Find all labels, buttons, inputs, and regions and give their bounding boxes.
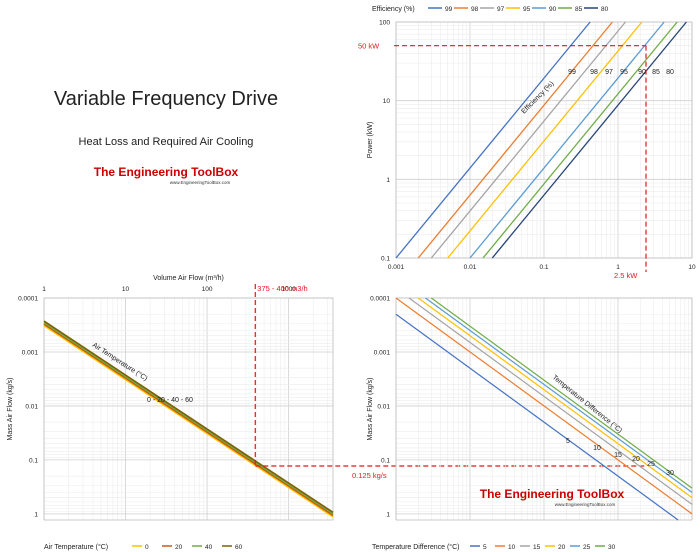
series-line-eff-85 (482, 21, 678, 259)
legend-label-td-20: 20 (558, 544, 566, 551)
series-line-eff-95 (447, 21, 643, 259)
y-axis-label-td: Mass Air Flow (kg/s) (367, 377, 374, 440)
legend-label-eff-85: 85 (575, 6, 583, 13)
curve-label-eff-90: 90 (638, 69, 646, 76)
x-tick-eff: 0.01 (464, 264, 477, 271)
curve-title-td: Temperature Difference (°C) (551, 373, 624, 434)
curve-label-eff-95: 95 (620, 69, 628, 76)
series-line-td-10 (395, 297, 693, 515)
y-tick-td: 0.001 (374, 349, 391, 356)
legend-label-air-40: 40 (205, 544, 213, 551)
legend-label-eff-90: 90 (549, 6, 557, 13)
curve-label-air: 0 - 20 - 40 - 60 (147, 397, 193, 404)
y-tick-td: 0.0001 (370, 296, 390, 303)
logo-url-2: www.EngineeringToolBox.com (555, 502, 616, 507)
y-tick-air: 0.0001 (18, 296, 38, 303)
y-tick-air: 0.001 (22, 349, 39, 356)
x-tick-air: 1 (42, 286, 46, 293)
engineering-toolbox-logo-2: The Engineering ToolBox www.EngineeringT… (480, 487, 625, 507)
series-line-eff-99 (395, 21, 591, 259)
y-axis-label-eff: Power (kW) (367, 122, 374, 159)
legend-label-eff-99: 99 (445, 6, 453, 13)
annotation-flow-label: 375 - 400 m3/h (257, 284, 307, 293)
legend-label-eff-98: 98 (471, 6, 479, 13)
logo-text: The Engineering ToolBox (94, 165, 239, 179)
x-tick-eff: 10 (688, 264, 696, 271)
x-tick-air: 100 (202, 286, 213, 293)
series-line-air-0 (43, 324, 334, 518)
x-tick-air: 10 (122, 286, 130, 293)
series-line-air-40 (43, 321, 334, 515)
logo-text-2: The Engineering ToolBox (480, 487, 625, 501)
legend-label-eff-80: 80 (601, 6, 609, 13)
curve-label-eff-98: 98 (590, 69, 598, 76)
efficiency-chart: Efficiency (%) 99 98 97 95 90 85 80 0.001 0.01 0.1… (358, 6, 696, 280)
curve-label-eff-80: 80 (666, 69, 674, 76)
legend-label-eff-97: 97 (497, 6, 505, 13)
series-line-eff-80 (491, 21, 687, 259)
curve-label-eff-97: 97 (605, 69, 613, 76)
plot-frame-td (395, 297, 693, 521)
plot-frame-air (43, 297, 334, 521)
y-tick-eff: 10 (383, 98, 391, 105)
legend-label-air-60: 60 (235, 544, 243, 551)
series-line-air-20 (43, 323, 334, 517)
legend-title: Efficiency (%) (372, 6, 415, 13)
curve-label-td-10: 10 (593, 445, 601, 452)
x-tick-eff: 0.001 (388, 264, 405, 271)
legend-title-td: Temperature Difference (°C) (372, 543, 459, 551)
series-line-td-25 (425, 297, 693, 493)
legend-label-td-15: 15 (533, 544, 541, 551)
annotation-power-label: 50 kW (358, 42, 380, 51)
legend-label-td-25: 25 (583, 544, 591, 551)
legend-label-td-5: 5 (483, 544, 487, 551)
air-temperature-chart: Volume Air Flow (m³/h)1 10 100 10000.00010.… (7, 275, 646, 551)
x-tick-eff: 1 (616, 264, 620, 271)
series-line-td-15 (408, 297, 693, 505)
x-tick-eff: 0.1 (539, 264, 548, 271)
y-tick-eff: 100 (379, 20, 390, 27)
legend-title-air: Air Temperature (°C) (44, 543, 108, 551)
y-tick-air: 0.01 (25, 403, 38, 410)
curve-label-td-25: 25 (647, 461, 655, 468)
legend-label-td-30: 30 (608, 544, 616, 551)
y-axis-label-air: Mass Air Flow (kg/s) (7, 377, 14, 440)
legend-label-td-10: 10 (508, 544, 516, 551)
page-subtitle: Heat Loss and Required Air Cooling (79, 136, 254, 148)
series-line-eff-98 (417, 21, 613, 259)
y-tick-eff: 0.1 (381, 256, 390, 263)
x-tick-air: 1000 (281, 286, 296, 293)
series-line-td-20 (417, 297, 693, 499)
curve-label-eff-99: 99 (568, 69, 576, 76)
curve-label-td-30: 30 (666, 470, 674, 477)
series-line-air-60 (43, 320, 334, 514)
legend-label-air-0: 0 (145, 544, 149, 551)
engineering-toolbox-logo: The Engineering ToolBox www.EngineeringT… (94, 165, 239, 185)
y-tick-td: 0.1 (381, 457, 390, 464)
x-axis-label-air: Volume Air Flow (m³/h) (153, 275, 224, 282)
legend-label-eff-95: 95 (523, 6, 531, 13)
series-line-td-5 (395, 313, 679, 521)
series-line-eff-90 (469, 21, 665, 259)
temperature-difference-chart: 0.0001 0.001 0.01 0.1 1 Mass Air Flow (kg/s) T… (352, 296, 693, 551)
series-line-eff-97 (430, 21, 626, 259)
y-tick-eff: 1 (386, 177, 390, 184)
curve-label-eff-85: 85 (652, 69, 660, 76)
curve-label-td-15: 15 (614, 452, 622, 459)
legend-label-air-20: 20 (175, 544, 183, 551)
y-tick-air: 0.1 (29, 457, 38, 464)
curve-label-td-5: 5 (566, 438, 570, 445)
annotation-heat-label: 2.5 kW (614, 271, 638, 280)
curve-label-td-20: 20 (632, 456, 640, 463)
series-line-td-30 (430, 297, 693, 489)
plot-frame (395, 21, 693, 259)
logo-url: www.EngineeringToolBox.com (170, 180, 231, 185)
annotation-mass-label: 0.125 kg/s (352, 471, 387, 480)
y-tick-td: 1 (386, 511, 390, 518)
y-tick-air: 1 (34, 511, 38, 518)
y-tick-td: 0.01 (377, 403, 390, 410)
page-title: Variable Frequency Drive (54, 88, 278, 110)
